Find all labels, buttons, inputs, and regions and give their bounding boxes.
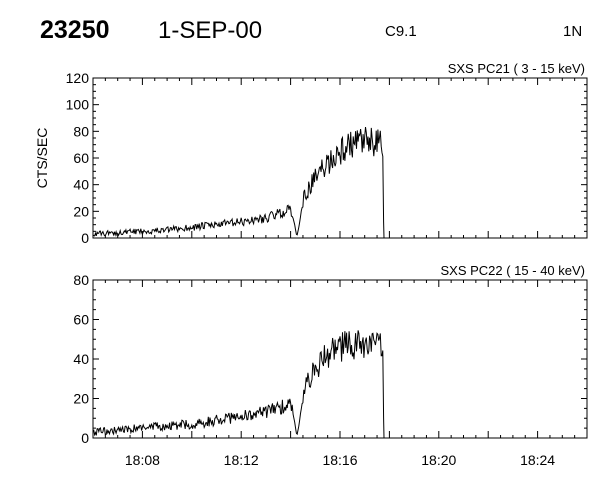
x-tick-label: 18:20 [421,452,456,468]
x-tick-label: 18:12 [224,452,259,468]
y-tick-label: 40 [73,351,89,367]
y-tick-label: 60 [73,312,89,328]
x-tick-label: 18:16 [322,452,357,468]
y-tick-label: 20 [73,391,89,407]
chart-panel-2: 0 20 40 60 80 18:08 18:12 18:16 18:20 18:24 SXS PC… [73,263,588,468]
y-tick-label: 100 [66,97,90,113]
y-tick-label: 40 [73,177,89,193]
x-tick-label: 18:24 [520,452,555,468]
chart-title: SXS PC22 ( 15 - 40 keV) [440,263,585,278]
flare-class: C9.1 [385,23,417,40]
y-tick-label: 0 [81,430,89,446]
chart-title: SXS PC21 ( 3 - 15 keV) [448,61,585,76]
y-tick-label: 80 [73,272,89,288]
y-axis-label: CTS/SEC [34,128,50,189]
y-tick-label: 0 [81,230,89,246]
event-date: 1-SEP-00 [158,17,263,44]
series-line [92,330,385,439]
y-tick-label: 20 [73,203,89,219]
x-tick-label: 18:08 [125,452,160,468]
event-number: 23250 [40,16,110,44]
y-tick-label: 120 [66,70,90,86]
plot-frame [92,279,588,439]
page-header: 23250 1-SEP-00 C9.1 1N [0,0,600,50]
chart-panel-1: 0 20 40 60 80 100 120 SXS PC21 ( 3 - 15 keV) CTS… [34,61,588,246]
y-tick-label: 80 [73,123,89,139]
series-line [92,127,385,239]
flare-position: 1N [563,23,583,40]
y-tick-label: 60 [73,150,89,166]
